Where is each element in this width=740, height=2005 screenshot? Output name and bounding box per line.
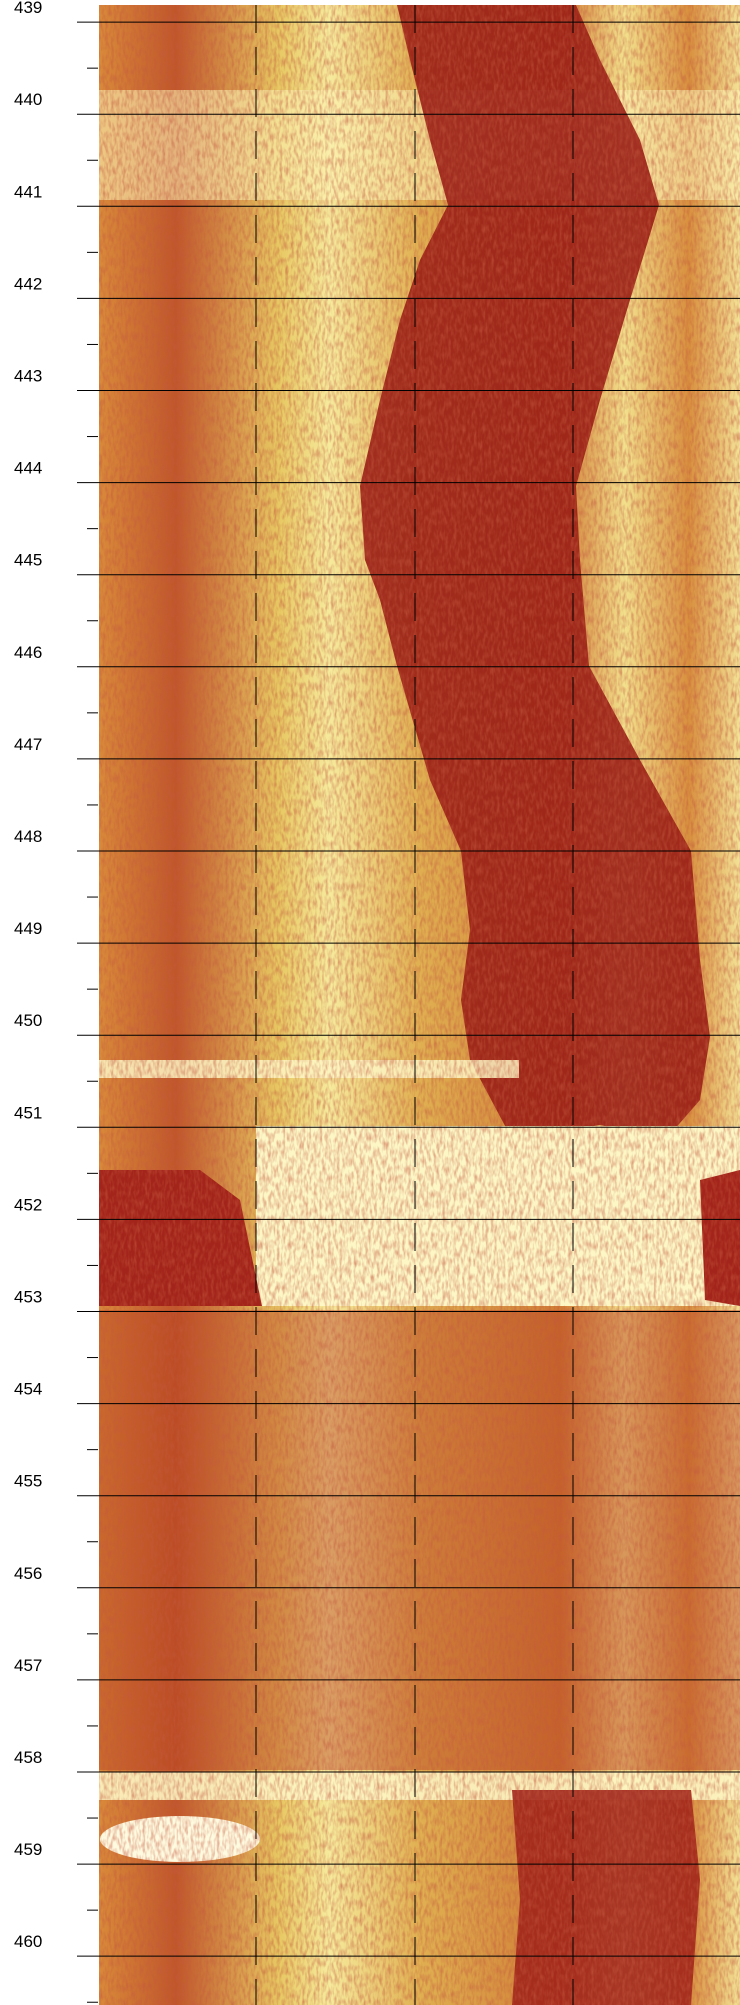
y-tick-label: 459 — [14, 1840, 42, 1859]
y-tick-label: 457 — [14, 1656, 42, 1675]
y-tick-label: 460 — [14, 1932, 42, 1951]
y-tick-label: 456 — [14, 1564, 42, 1583]
y-tick-label: 443 — [14, 367, 42, 386]
y-tick-label: 444 — [14, 459, 42, 478]
y-tick-label: 446 — [14, 643, 42, 662]
y-tick-label: 454 — [14, 1380, 42, 1399]
y-tick-label: 445 — [14, 551, 42, 570]
y-tick-label: 452 — [14, 1195, 42, 1214]
y-tick-label: 453 — [14, 1287, 42, 1306]
y-tick-label: 450 — [14, 1011, 42, 1030]
y-tick-label: 448 — [14, 827, 42, 846]
y-tick-label: 441 — [14, 182, 42, 201]
y-tick-label: 447 — [14, 735, 42, 754]
y-tick-label: 442 — [14, 274, 42, 293]
y-tick-label: 455 — [14, 1472, 42, 1491]
y-tick-label: 451 — [14, 1103, 42, 1122]
y-tick-label: 449 — [14, 919, 42, 938]
y-tick-label: 439 — [14, 0, 42, 17]
log-image — [99, 5, 740, 2005]
y-tick-label: 440 — [14, 90, 42, 109]
y-tick-label: 458 — [14, 1748, 42, 1767]
